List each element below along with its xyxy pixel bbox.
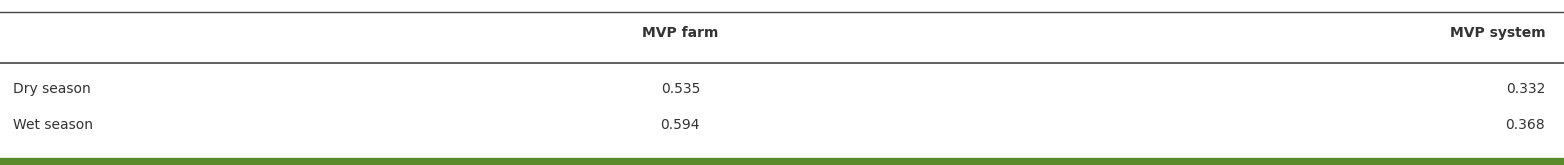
Text: MVP farm: MVP farm bbox=[643, 26, 718, 40]
Text: 0.535: 0.535 bbox=[660, 82, 701, 96]
Text: 0.368: 0.368 bbox=[1506, 118, 1545, 132]
Text: Dry season: Dry season bbox=[13, 82, 91, 96]
Text: 0.332: 0.332 bbox=[1506, 82, 1545, 96]
Text: Wet season: Wet season bbox=[13, 118, 92, 132]
Text: MVP system: MVP system bbox=[1450, 26, 1545, 40]
Text: 0.594: 0.594 bbox=[660, 118, 701, 132]
